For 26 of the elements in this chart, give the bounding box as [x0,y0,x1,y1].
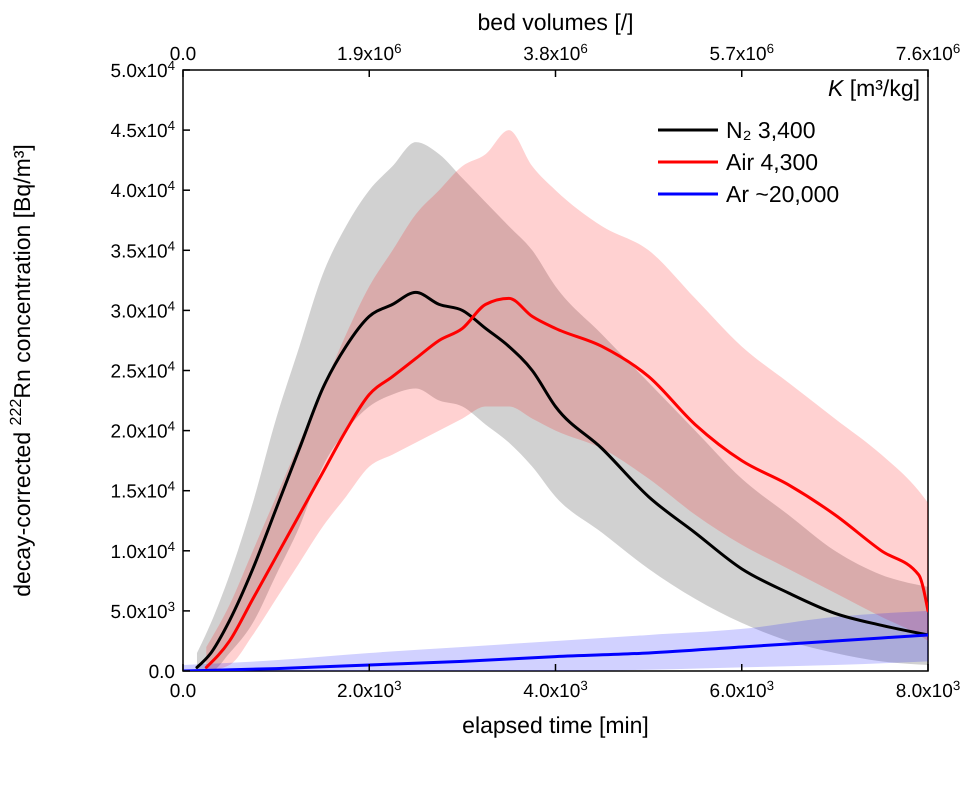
x-tick-label: 8.0x10$^{3}$ [896,678,960,702]
y-tick-label: 5.0x10$^{3}$ [110,598,175,623]
x2-tick-label: 3.8x10$^{6}$ [523,40,588,65]
x2-tick-label: 5.7x10$^{6}$ [710,40,774,65]
x-axis-title: elapsed time [min] [462,712,649,738]
legend-label: Ar ~20,000 [726,181,840,207]
legend-title: K [m³/kg] [828,75,920,101]
legend-label: N₂ 3,400 [726,117,816,143]
x-tick-label: 4.0x10$^{3}$ [523,678,588,702]
y-tick-label: 3.5x10$^{4}$ [110,238,175,262]
x2-axis-title: bed volumes [/] [478,9,634,35]
legend-label: Air 4,300 [726,149,818,175]
x-tick-label: 6.0x10$^{3}$ [710,678,774,702]
x2-tick-label: 1.9x10$^{6}$ [337,40,402,65]
y-tick-label: 4.0x10$^{4}$ [110,178,175,202]
x2-tick-label: 7.6x10$^{6}$ [896,40,960,65]
y-tick-label: 2.0x10$^{4}$ [110,418,175,443]
y-tick-label: 4.5x10$^{4}$ [110,118,175,142]
y-tick-label: 2.5x10$^{4}$ [110,358,175,382]
y-tick-label: 1.5x10$^{4}$ [110,478,175,503]
y-tick-label: 3.0x10$^{4}$ [110,298,175,322]
line-series [183,633,928,671]
x-tick-label: 2.0x10$^{3}$ [337,678,402,702]
y-tick-label: 0.0 [148,662,175,683]
x-tick-label: 0.0 [170,681,196,702]
y-tick-label: 1.0x10$^{4}$ [110,538,175,563]
